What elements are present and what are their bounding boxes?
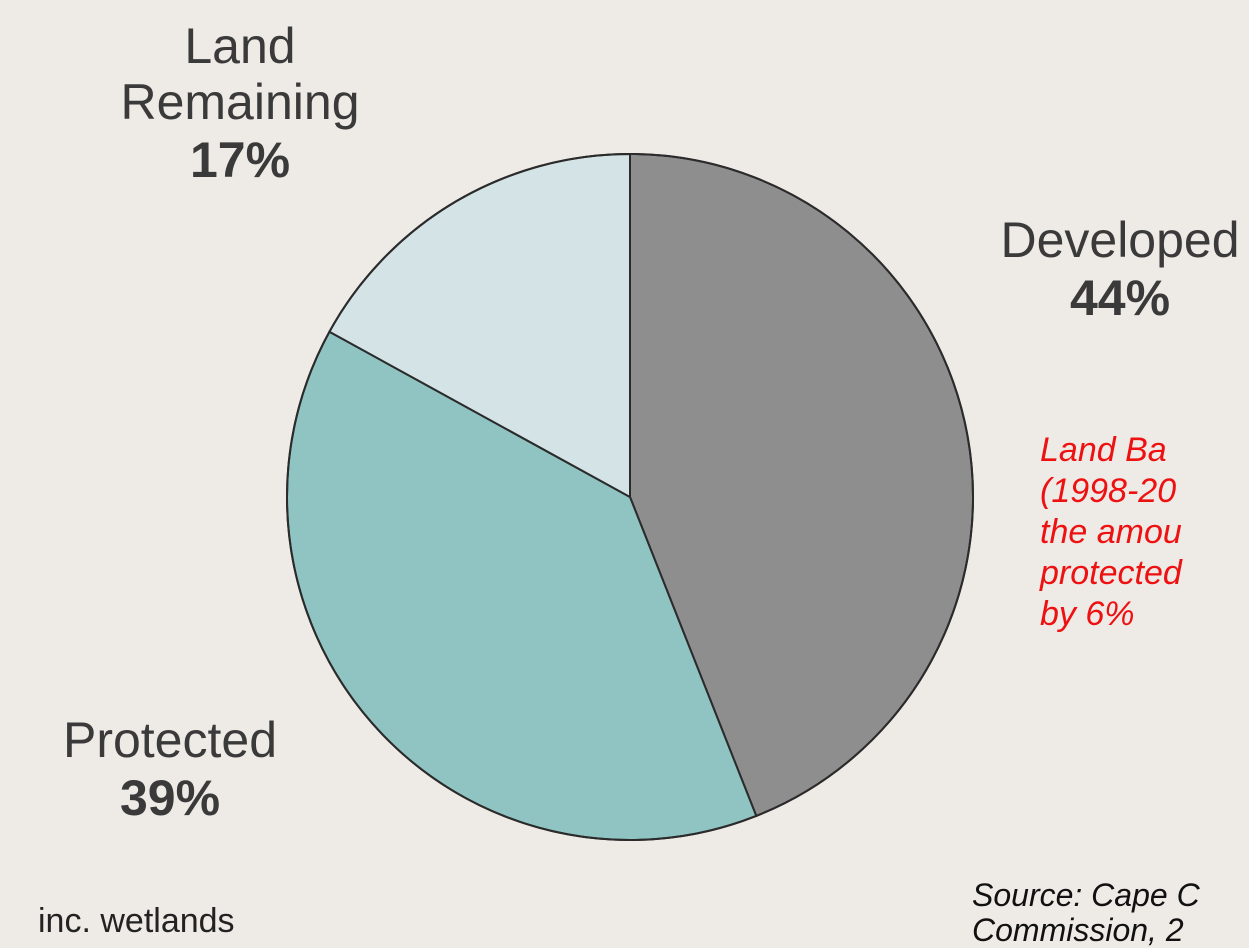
label-protected-subtext: inc. wetlands xyxy=(38,902,235,940)
label-developed: Developed 44% xyxy=(985,212,1249,328)
label-protected: Protected 39% xyxy=(30,712,310,828)
pie-outline xyxy=(286,153,974,841)
label-protected-value: 39% xyxy=(119,770,221,826)
label-developed-name: Developed xyxy=(1000,212,1240,268)
label-land-remaining-line2: Remaining xyxy=(120,74,360,130)
label-land-remaining-value: 17% xyxy=(189,132,291,188)
label-land-remaining: Land Remaining 17% xyxy=(85,18,395,190)
label-protected-name: Protected xyxy=(62,712,277,768)
label-land-remaining-line1: Land xyxy=(184,18,296,74)
source-note: Source: Cape C Commission, 2 xyxy=(972,877,1200,948)
land-bank-note: Land Ba (1998-20 the amou protected by 6… xyxy=(1040,431,1182,633)
label-developed-value: 44% xyxy=(1069,270,1171,326)
